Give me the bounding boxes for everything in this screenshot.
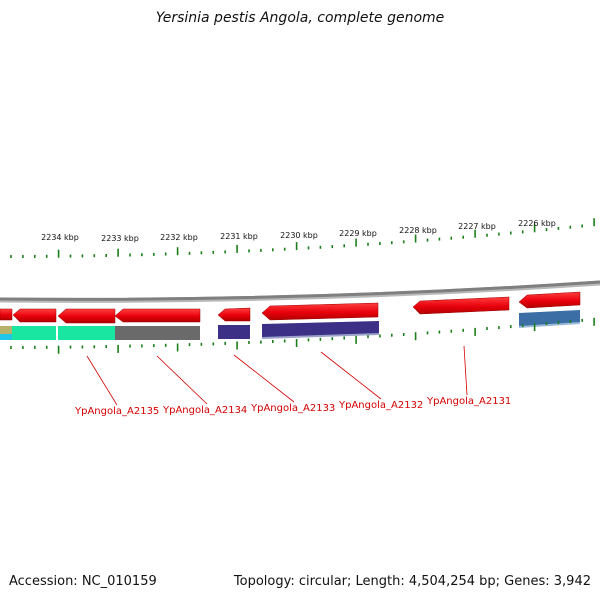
gene-labels: YpAngola_A2135 YpAngola_A2134 YpAngola_A… bbox=[74, 396, 511, 417]
gene-label-a2131: YpAngola_A2131 bbox=[426, 396, 511, 407]
gene-arrow[interactable] bbox=[217, 307, 251, 322]
cog-track bbox=[0, 310, 580, 340]
genome-summary-text: Topology: circular; Length: 4,504,254 bp… bbox=[233, 574, 591, 589]
scale-label-2226: 2226 kbp bbox=[518, 219, 556, 228]
scale-ruler-lower bbox=[10, 317, 595, 354]
scale-ruler-upper bbox=[10, 218, 595, 258]
cog-bar-cyan bbox=[0, 334, 12, 340]
gene-label-leaders bbox=[86, 345, 468, 406]
cog-bar-steel bbox=[519, 310, 580, 327]
genome-backbone-line bbox=[0, 280, 600, 301]
scale-label-2233: 2233 kbp bbox=[101, 234, 139, 243]
scale-labels: 2234 kbp 2233 kbp 2232 kbp 2231 kbp 2230… bbox=[41, 219, 556, 243]
scale-label-2232: 2232 kbp bbox=[160, 233, 198, 242]
cog-bar-indigo bbox=[262, 321, 379, 338]
cog-bar-gray bbox=[115, 326, 200, 340]
cog-bar-green bbox=[58, 326, 115, 340]
cog-bar-indigo bbox=[218, 325, 250, 339]
scale-label-2230: 2230 kbp bbox=[280, 231, 318, 240]
gene-features[interactable] bbox=[0, 291, 581, 324]
gene-arrow[interactable] bbox=[0, 308, 13, 321]
scale-label-2228: 2228 kbp bbox=[399, 226, 437, 235]
gene-arrow[interactable] bbox=[57, 308, 116, 324]
cog-bar-olive bbox=[0, 326, 12, 334]
scale-label-2227: 2227 kbp bbox=[458, 222, 496, 231]
gene-label-a2134: YpAngola_A2134 bbox=[162, 405, 247, 416]
genome-backbone bbox=[0, 280, 600, 303]
gene-arrow[interactable] bbox=[261, 302, 379, 321]
gene-label-a2132: YpAngola_A2132 bbox=[338, 400, 423, 411]
gene-label-a2133: YpAngola_A2133 bbox=[250, 403, 335, 414]
gene-arrow[interactable] bbox=[518, 291, 581, 309]
scale-label-2229: 2229 kbp bbox=[339, 229, 377, 238]
gene-label-a2135: YpAngola_A2135 bbox=[74, 406, 159, 417]
gene-arrow[interactable] bbox=[412, 296, 510, 315]
cog-bar-shadow bbox=[262, 333, 379, 339]
scale-label-2231: 2231 kbp bbox=[220, 232, 258, 241]
gene-arrow[interactable] bbox=[114, 308, 201, 323]
page-title: Yersinia pestis Angola, complete genome bbox=[155, 10, 445, 26]
scale-label-2234: 2234 kbp bbox=[41, 233, 79, 242]
gene-arrow[interactable] bbox=[12, 308, 57, 323]
cog-bar-green bbox=[12, 326, 56, 340]
accession-text: Accession: NC_010159 bbox=[9, 574, 157, 589]
